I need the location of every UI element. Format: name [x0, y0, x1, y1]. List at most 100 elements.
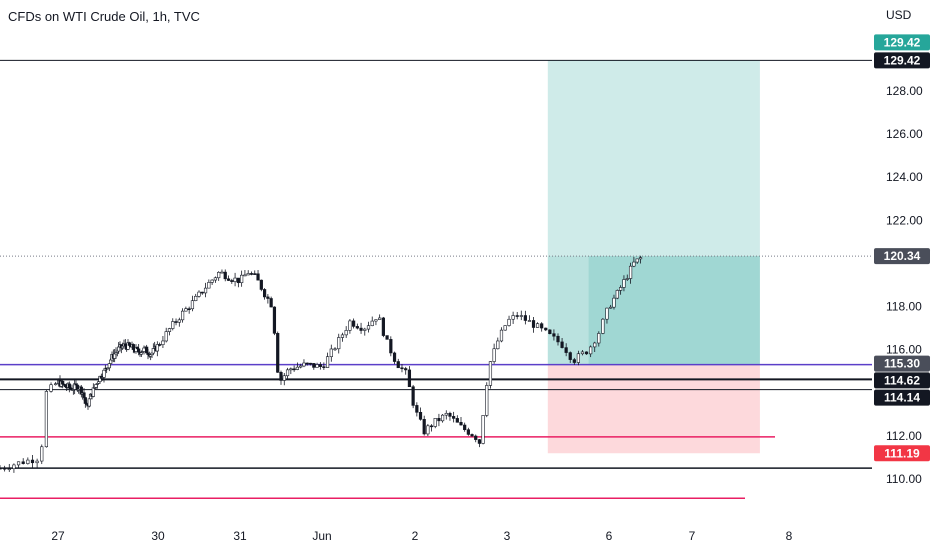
x-tick-label: 3: [504, 529, 511, 543]
candle: [503, 325, 507, 331]
chart-title: CFDs on WTI Crude Oil, 1h, TVC: [8, 9, 200, 24]
target-price-label-bg: [874, 34, 930, 51]
candle: [35, 460, 39, 464]
candle: [109, 359, 113, 364]
candle: [246, 273, 250, 276]
candle: [240, 274, 244, 284]
candle: [123, 343, 127, 347]
candle: [415, 405, 419, 413]
candle: [552, 333, 556, 337]
candle: [632, 261, 636, 267]
candle: [527, 320, 532, 322]
candle: [49, 384, 53, 392]
candle: [568, 352, 572, 360]
candle: [352, 320, 356, 327]
candle: [174, 321, 178, 323]
current-price-label: 120.34: [884, 249, 921, 263]
candle: [601, 318, 605, 334]
open-profit-zone: [588, 256, 760, 365]
candle: [272, 306, 277, 334]
line-price-label-top: 129.42: [884, 53, 921, 67]
candle: [507, 318, 511, 326]
candle: [137, 348, 141, 353]
candle: [378, 317, 382, 320]
candle: [131, 344, 135, 350]
candle: [322, 366, 326, 368]
candle: [164, 331, 168, 342]
candle: [315, 364, 319, 368]
candle: [448, 412, 452, 417]
y-tick-label: 122.00: [886, 213, 923, 227]
candle: [564, 347, 568, 353]
candle: [628, 265, 633, 279]
candle: [548, 329, 552, 334]
candle: [16, 461, 21, 466]
candle: [400, 367, 404, 370]
candle: [289, 368, 293, 371]
candle: [94, 384, 98, 388]
x-tick-label: Jun: [312, 529, 331, 543]
candle: [426, 425, 430, 435]
candle: [54, 383, 58, 386]
candle: [67, 383, 71, 389]
candle: [40, 446, 44, 462]
candle: [161, 340, 165, 345]
candle: [113, 353, 117, 359]
candle: [329, 348, 333, 358]
candle: [210, 279, 214, 283]
candle: [433, 418, 437, 427]
candle: [233, 277, 237, 282]
candle: [299, 365, 303, 368]
candle: [177, 319, 181, 323]
candle: [466, 429, 470, 435]
candle: [102, 369, 106, 378]
candle: [26, 459, 30, 464]
candle: [485, 385, 489, 416]
entry-price-label-bg: [874, 355, 930, 372]
candle: [0, 467, 2, 470]
candle: [230, 280, 234, 282]
candle: [187, 308, 191, 310]
candle: [220, 271, 224, 274]
candle: [584, 351, 589, 355]
candle: [91, 387, 95, 397]
candle: [82, 392, 86, 398]
candle: [127, 342, 131, 346]
line-price-label-top-bg: [874, 52, 930, 69]
candle: [312, 363, 316, 368]
candle: [540, 323, 544, 329]
candle: [615, 290, 619, 299]
candle: [223, 271, 227, 280]
candle: [276, 333, 280, 373]
candle: [167, 328, 172, 332]
current-price-label-bg: [874, 248, 930, 265]
candle: [531, 320, 536, 328]
candle: [318, 364, 322, 367]
candle: [355, 326, 359, 329]
candle: [259, 279, 263, 290]
candle: [190, 300, 195, 310]
candle: [203, 287, 208, 294]
x-tick-label: 2: [412, 529, 419, 543]
candle: [470, 434, 474, 437]
candle: [515, 315, 519, 317]
candle: [488, 361, 493, 386]
candle: [158, 344, 162, 346]
candle: [243, 274, 247, 277]
candle: [142, 347, 146, 352]
candle: [333, 348, 337, 351]
candle: [325, 356, 330, 368]
candle: [197, 291, 201, 297]
line-price-label-114-14-bg: [874, 389, 930, 406]
candle: [292, 368, 296, 371]
x-tick-label: 30: [151, 529, 165, 543]
candle: [407, 369, 412, 388]
candle: [437, 418, 441, 422]
entry-price-label: 115.30: [884, 357, 920, 371]
candle: [256, 273, 260, 281]
candle: [396, 361, 400, 369]
y-tick-label: 124.00: [886, 170, 923, 184]
candle: [452, 416, 456, 419]
